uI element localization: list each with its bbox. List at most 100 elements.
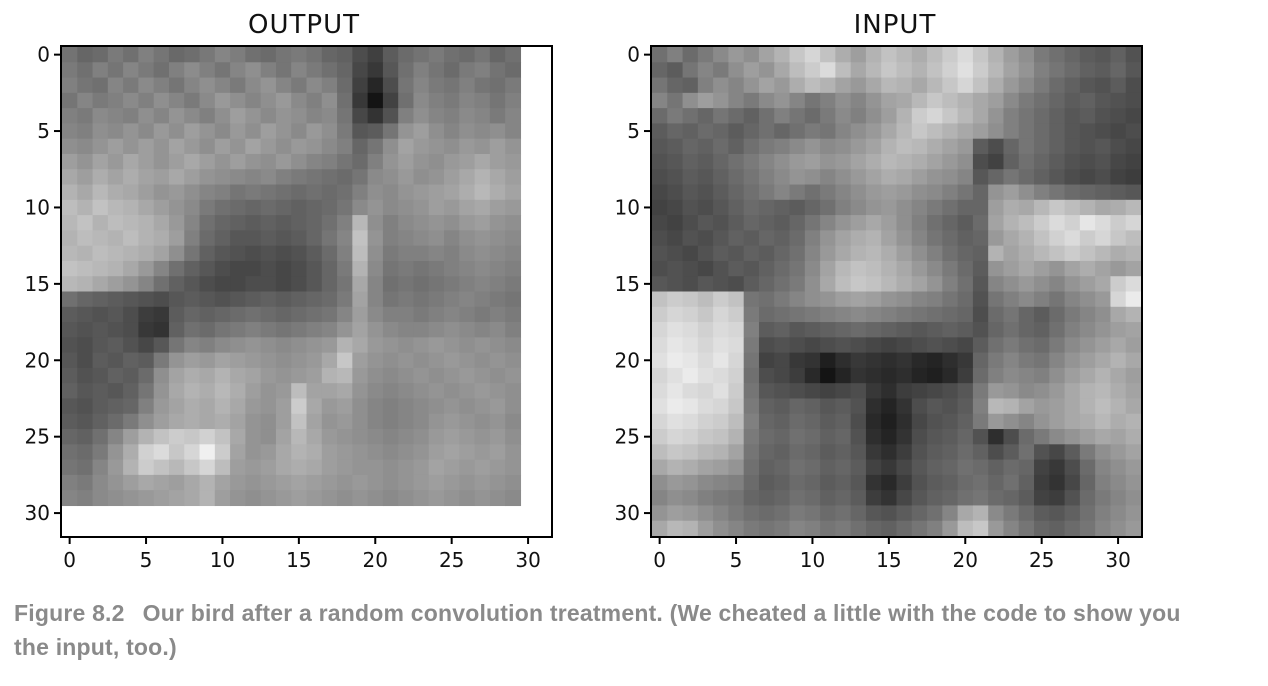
heatmap-cell bbox=[77, 138, 94, 155]
heatmap-cell bbox=[505, 429, 522, 445]
heatmap-cell bbox=[1110, 490, 1127, 507]
heatmap-cell bbox=[107, 77, 124, 94]
heatmap-cell bbox=[306, 123, 323, 140]
heatmap-cell bbox=[881, 230, 898, 247]
heatmap-cell bbox=[474, 62, 491, 79]
heatmap-cell bbox=[168, 367, 185, 384]
heatmap-cell bbox=[382, 429, 399, 445]
heatmap-cell bbox=[275, 62, 292, 79]
heatmap-cell bbox=[138, 230, 155, 247]
heatmap-cell bbox=[820, 62, 836, 79]
heatmap-cell bbox=[774, 306, 791, 323]
heatmap-cell bbox=[1079, 77, 1096, 94]
heatmap-cell bbox=[245, 490, 262, 507]
heatmap-cell bbox=[774, 520, 791, 537]
heatmap-cell bbox=[927, 413, 943, 430]
heatmap-cell bbox=[1034, 520, 1050, 537]
heatmap-cell bbox=[957, 367, 974, 384]
heatmap-cell bbox=[820, 520, 836, 537]
heatmap-cell bbox=[1003, 444, 1020, 461]
heatmap-cell bbox=[153, 337, 170, 354]
heatmap-cell bbox=[230, 138, 246, 155]
heatmap-cell bbox=[321, 245, 338, 262]
heatmap-cell bbox=[413, 383, 430, 400]
heatmap-cell bbox=[850, 215, 867, 231]
heatmap-cell bbox=[367, 276, 384, 293]
heatmap-cell bbox=[835, 199, 852, 216]
heatmap-cell bbox=[245, 398, 262, 415]
heatmap-cell bbox=[489, 62, 506, 79]
heatmap-cell bbox=[927, 199, 943, 216]
heatmap-cell bbox=[107, 215, 124, 231]
heatmap-cell bbox=[881, 245, 898, 262]
heatmap-cell bbox=[306, 459, 323, 476]
heatmap-cell bbox=[230, 47, 246, 63]
heatmap-cell bbox=[1064, 77, 1081, 94]
heatmap-cell bbox=[758, 47, 775, 63]
heatmap-cell bbox=[230, 123, 246, 140]
heatmap-cell bbox=[1110, 429, 1127, 445]
heatmap-cell bbox=[230, 459, 246, 476]
heatmap-cell bbox=[927, 444, 943, 461]
heatmap-cell bbox=[927, 276, 943, 293]
heatmap-cell bbox=[444, 459, 460, 476]
heatmap-cell bbox=[1034, 123, 1050, 140]
heatmap-cell bbox=[957, 153, 974, 170]
heatmap-cell bbox=[911, 230, 928, 247]
heatmap-cell bbox=[306, 245, 323, 262]
heatmap-cell bbox=[138, 306, 155, 323]
heatmap-cell bbox=[367, 429, 384, 445]
heatmap-cell bbox=[489, 352, 506, 369]
heatmap-cell bbox=[1095, 108, 1112, 125]
heatmap-cell bbox=[896, 459, 913, 476]
heatmap-cell bbox=[489, 215, 506, 231]
heatmap-cell bbox=[107, 276, 124, 293]
heatmap-cell bbox=[896, 291, 913, 308]
heatmap-cell bbox=[291, 169, 308, 186]
heatmap-cell bbox=[789, 245, 806, 262]
heatmap-cell bbox=[728, 352, 745, 369]
heatmap-cell bbox=[911, 306, 928, 323]
heatmap-cell bbox=[743, 474, 760, 491]
heatmap-cell bbox=[667, 398, 684, 415]
heatmap-cell bbox=[697, 505, 714, 522]
heatmap-cell bbox=[168, 108, 185, 125]
heatmap-cell bbox=[62, 398, 78, 415]
heatmap-cell bbox=[1003, 291, 1020, 308]
heatmap-cell bbox=[1018, 291, 1035, 308]
heatmap-cell bbox=[260, 77, 277, 94]
heatmap-cell bbox=[850, 367, 867, 384]
heatmap-cell bbox=[77, 199, 94, 216]
heatmap-cell bbox=[352, 322, 369, 338]
heatmap-cell bbox=[758, 505, 775, 522]
x-tick-label: 10 bbox=[800, 548, 825, 572]
heatmap-cell bbox=[743, 367, 760, 384]
heatmap-cell bbox=[988, 474, 1005, 491]
heatmap-cell bbox=[804, 474, 821, 491]
heatmap-cell bbox=[911, 444, 928, 461]
heatmap-cell bbox=[881, 291, 898, 308]
heatmap-cell bbox=[1110, 77, 1127, 94]
heatmap-cell bbox=[352, 230, 369, 247]
heatmap-cell bbox=[1003, 490, 1020, 507]
heatmap-cell bbox=[367, 108, 384, 125]
heatmap-cell bbox=[789, 276, 806, 293]
heatmap-cell bbox=[168, 245, 185, 262]
heatmap-cell bbox=[153, 123, 170, 140]
heatmap-cell bbox=[123, 138, 140, 155]
heatmap-cell bbox=[107, 260, 124, 277]
heatmap-cell bbox=[728, 92, 745, 109]
heatmap-cell bbox=[972, 429, 989, 445]
heatmap-cell bbox=[444, 47, 460, 63]
heatmap-cell bbox=[459, 383, 476, 400]
heatmap-cell bbox=[927, 490, 943, 507]
heatmap-cell bbox=[1095, 306, 1112, 323]
heatmap-cell bbox=[774, 291, 791, 308]
heatmap-cell bbox=[957, 123, 974, 140]
heatmap-cell bbox=[1003, 184, 1020, 201]
heatmap-cell bbox=[306, 230, 323, 247]
heatmap-cell bbox=[942, 184, 959, 201]
heatmap-cell bbox=[774, 459, 791, 476]
heatmap-cell bbox=[758, 474, 775, 491]
heatmap-cell bbox=[667, 276, 684, 293]
